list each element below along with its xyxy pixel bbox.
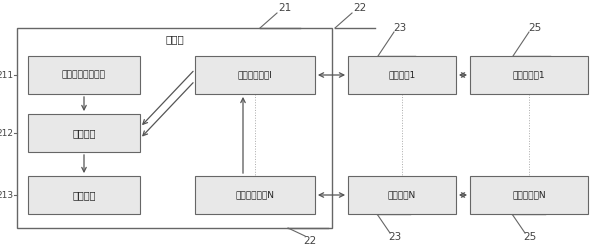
Text: 23: 23 xyxy=(389,232,402,242)
Text: 23: 23 xyxy=(394,23,406,33)
Bar xyxy=(348,176,456,214)
Text: 环境数据获取模块: 环境数据获取模块 xyxy=(62,70,106,79)
Bar xyxy=(348,56,456,94)
Text: 主空调: 主空调 xyxy=(165,34,184,44)
Bar xyxy=(17,28,332,228)
Text: 213: 213 xyxy=(0,190,13,199)
Bar xyxy=(470,56,588,94)
Bar xyxy=(195,56,315,94)
Bar xyxy=(28,176,140,214)
Text: 25: 25 xyxy=(528,23,542,33)
Bar xyxy=(195,176,315,214)
Text: 增容室外机N: 增容室外机N xyxy=(512,190,546,199)
Text: 增容控制模块I: 增容控制模块I xyxy=(238,70,272,79)
Text: 22: 22 xyxy=(303,236,317,246)
Text: 22: 22 xyxy=(353,3,367,13)
Bar xyxy=(28,114,140,152)
Text: 211: 211 xyxy=(0,70,13,79)
Text: 显示模块: 显示模块 xyxy=(72,190,96,200)
Text: 增容控制模块N: 增容控制模块N xyxy=(235,190,275,199)
Text: 21: 21 xyxy=(278,3,292,13)
Text: 增容空调N: 增容空调N xyxy=(388,190,416,199)
Bar xyxy=(470,176,588,214)
Text: 增容室外机1: 增容室外机1 xyxy=(512,70,546,79)
Text: 功能模块: 功能模块 xyxy=(72,128,96,138)
Bar xyxy=(28,56,140,94)
Text: 25: 25 xyxy=(524,232,536,242)
Text: 212: 212 xyxy=(0,128,13,137)
Text: 增容空调1: 增容空调1 xyxy=(389,70,416,79)
